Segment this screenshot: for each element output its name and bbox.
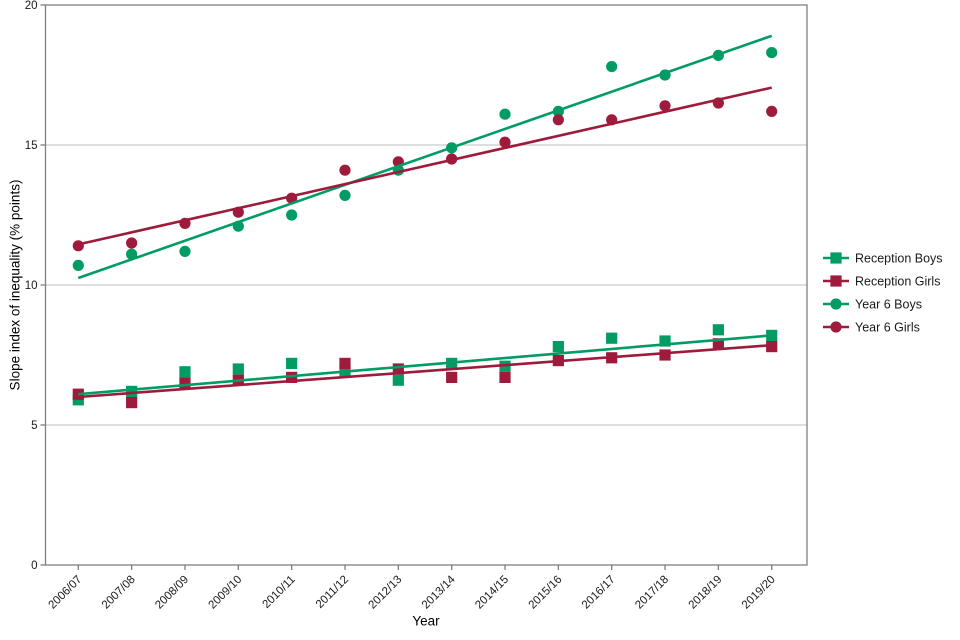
x-tick-label: 2018/19	[687, 574, 725, 612]
data-point-year-6-boys	[126, 248, 138, 260]
data-point-reception-boys	[606, 332, 618, 344]
data-point-year-6-boys	[766, 47, 778, 59]
data-point-year-6-boys	[499, 108, 511, 120]
x-tick-label: 2013/14	[420, 573, 458, 611]
x-tick-label: 2012/13	[367, 574, 405, 612]
data-point-year-6-girls	[339, 164, 351, 176]
legend-label: Year 6 Girls	[855, 321, 920, 335]
data-point-year-6-boys	[286, 209, 298, 221]
data-point-reception-girls	[126, 397, 138, 409]
x-axis-title: Year	[412, 613, 440, 629]
trend-line-reception-girls	[78, 343, 772, 399]
data-point-reception-girls	[446, 371, 458, 383]
data-point-year-6-boys	[179, 245, 191, 257]
x-tick-label: 2011/12	[314, 574, 351, 611]
legend-marker-square	[830, 275, 842, 287]
data-point-reception-boys	[392, 374, 404, 386]
legend-marker-square	[830, 252, 842, 264]
data-point-year-6-girls	[126, 237, 138, 249]
y-tick-label: 15	[25, 140, 38, 152]
y-tick-label: 0	[31, 560, 37, 572]
data-point-reception-boys	[712, 324, 724, 336]
data-point-reception-girls	[659, 349, 671, 361]
x-tick-label: 2006/07	[47, 574, 85, 612]
data-point-year-6-girls	[499, 136, 511, 148]
data-point-reception-girls	[179, 377, 191, 389]
data-point-reception-girls	[499, 371, 511, 383]
data-point-year-6-boys	[339, 189, 351, 201]
data-point-reception-girls	[712, 338, 724, 350]
legend-marker-circle	[830, 321, 842, 333]
legend-label: Year 6 Boys	[855, 298, 922, 312]
trend-line-year-6-boys	[77, 34, 773, 280]
y-tick-label: 5	[31, 420, 37, 432]
data-point-year-6-girls	[659, 100, 671, 112]
trend-line-year-6-girls	[78, 86, 772, 246]
legend-label: Reception Boys	[855, 252, 943, 266]
data-point-reception-boys	[286, 357, 298, 369]
trend-line-reception-boys	[78, 334, 772, 396]
x-tick-label: 2009/10	[207, 574, 245, 612]
legend-label: Reception Girls	[855, 275, 940, 289]
data-point-reception-boys	[126, 385, 138, 397]
data-point-reception-girls	[339, 357, 351, 369]
y-tick-label: 10	[25, 280, 38, 292]
data-point-year-6-girls	[72, 240, 84, 252]
x-tick-label: 2007/08	[100, 574, 138, 612]
x-tick-label: 2010/11	[260, 574, 297, 611]
data-point-year-6-girls	[552, 114, 564, 126]
x-tick-label: 2019/20	[740, 574, 778, 612]
data-point-reception-girls	[766, 341, 778, 353]
x-tick-label: 2014/15	[473, 574, 511, 612]
x-tick-label: 2015/16	[527, 574, 565, 612]
x-tick-label: 2016/17	[580, 574, 618, 612]
data-point-reception-girls	[392, 363, 404, 375]
data-point-reception-boys	[179, 366, 191, 378]
data-point-reception-boys	[232, 363, 244, 375]
data-point-year-6-girls	[766, 105, 778, 117]
data-point-reception-boys	[552, 341, 564, 353]
legend-marker-circle	[830, 298, 842, 310]
data-point-reception-girls	[72, 388, 84, 400]
data-point-year-6-boys	[72, 259, 84, 271]
data-point-reception-boys	[659, 335, 671, 347]
y-tick-label: 20	[25, 0, 38, 12]
data-point-year-6-boys	[606, 61, 618, 73]
x-tick-label: 2017/18	[633, 574, 671, 612]
x-tick-label: 2008/09	[153, 574, 191, 612]
